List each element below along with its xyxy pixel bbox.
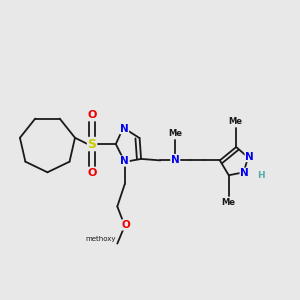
Text: N: N <box>120 156 129 166</box>
Text: N: N <box>120 124 128 134</box>
Text: N: N <box>245 152 254 161</box>
Text: N: N <box>240 168 249 178</box>
Text: H: H <box>257 171 265 180</box>
Text: methoxy: methoxy <box>85 236 116 242</box>
Text: Me: Me <box>229 117 243 126</box>
Text: S: S <box>88 138 97 151</box>
Text: Me: Me <box>168 129 182 138</box>
Text: O: O <box>87 110 97 120</box>
Text: Me: Me <box>221 198 235 207</box>
Text: O: O <box>87 168 97 178</box>
Text: N: N <box>171 154 180 164</box>
Text: O: O <box>122 220 130 230</box>
